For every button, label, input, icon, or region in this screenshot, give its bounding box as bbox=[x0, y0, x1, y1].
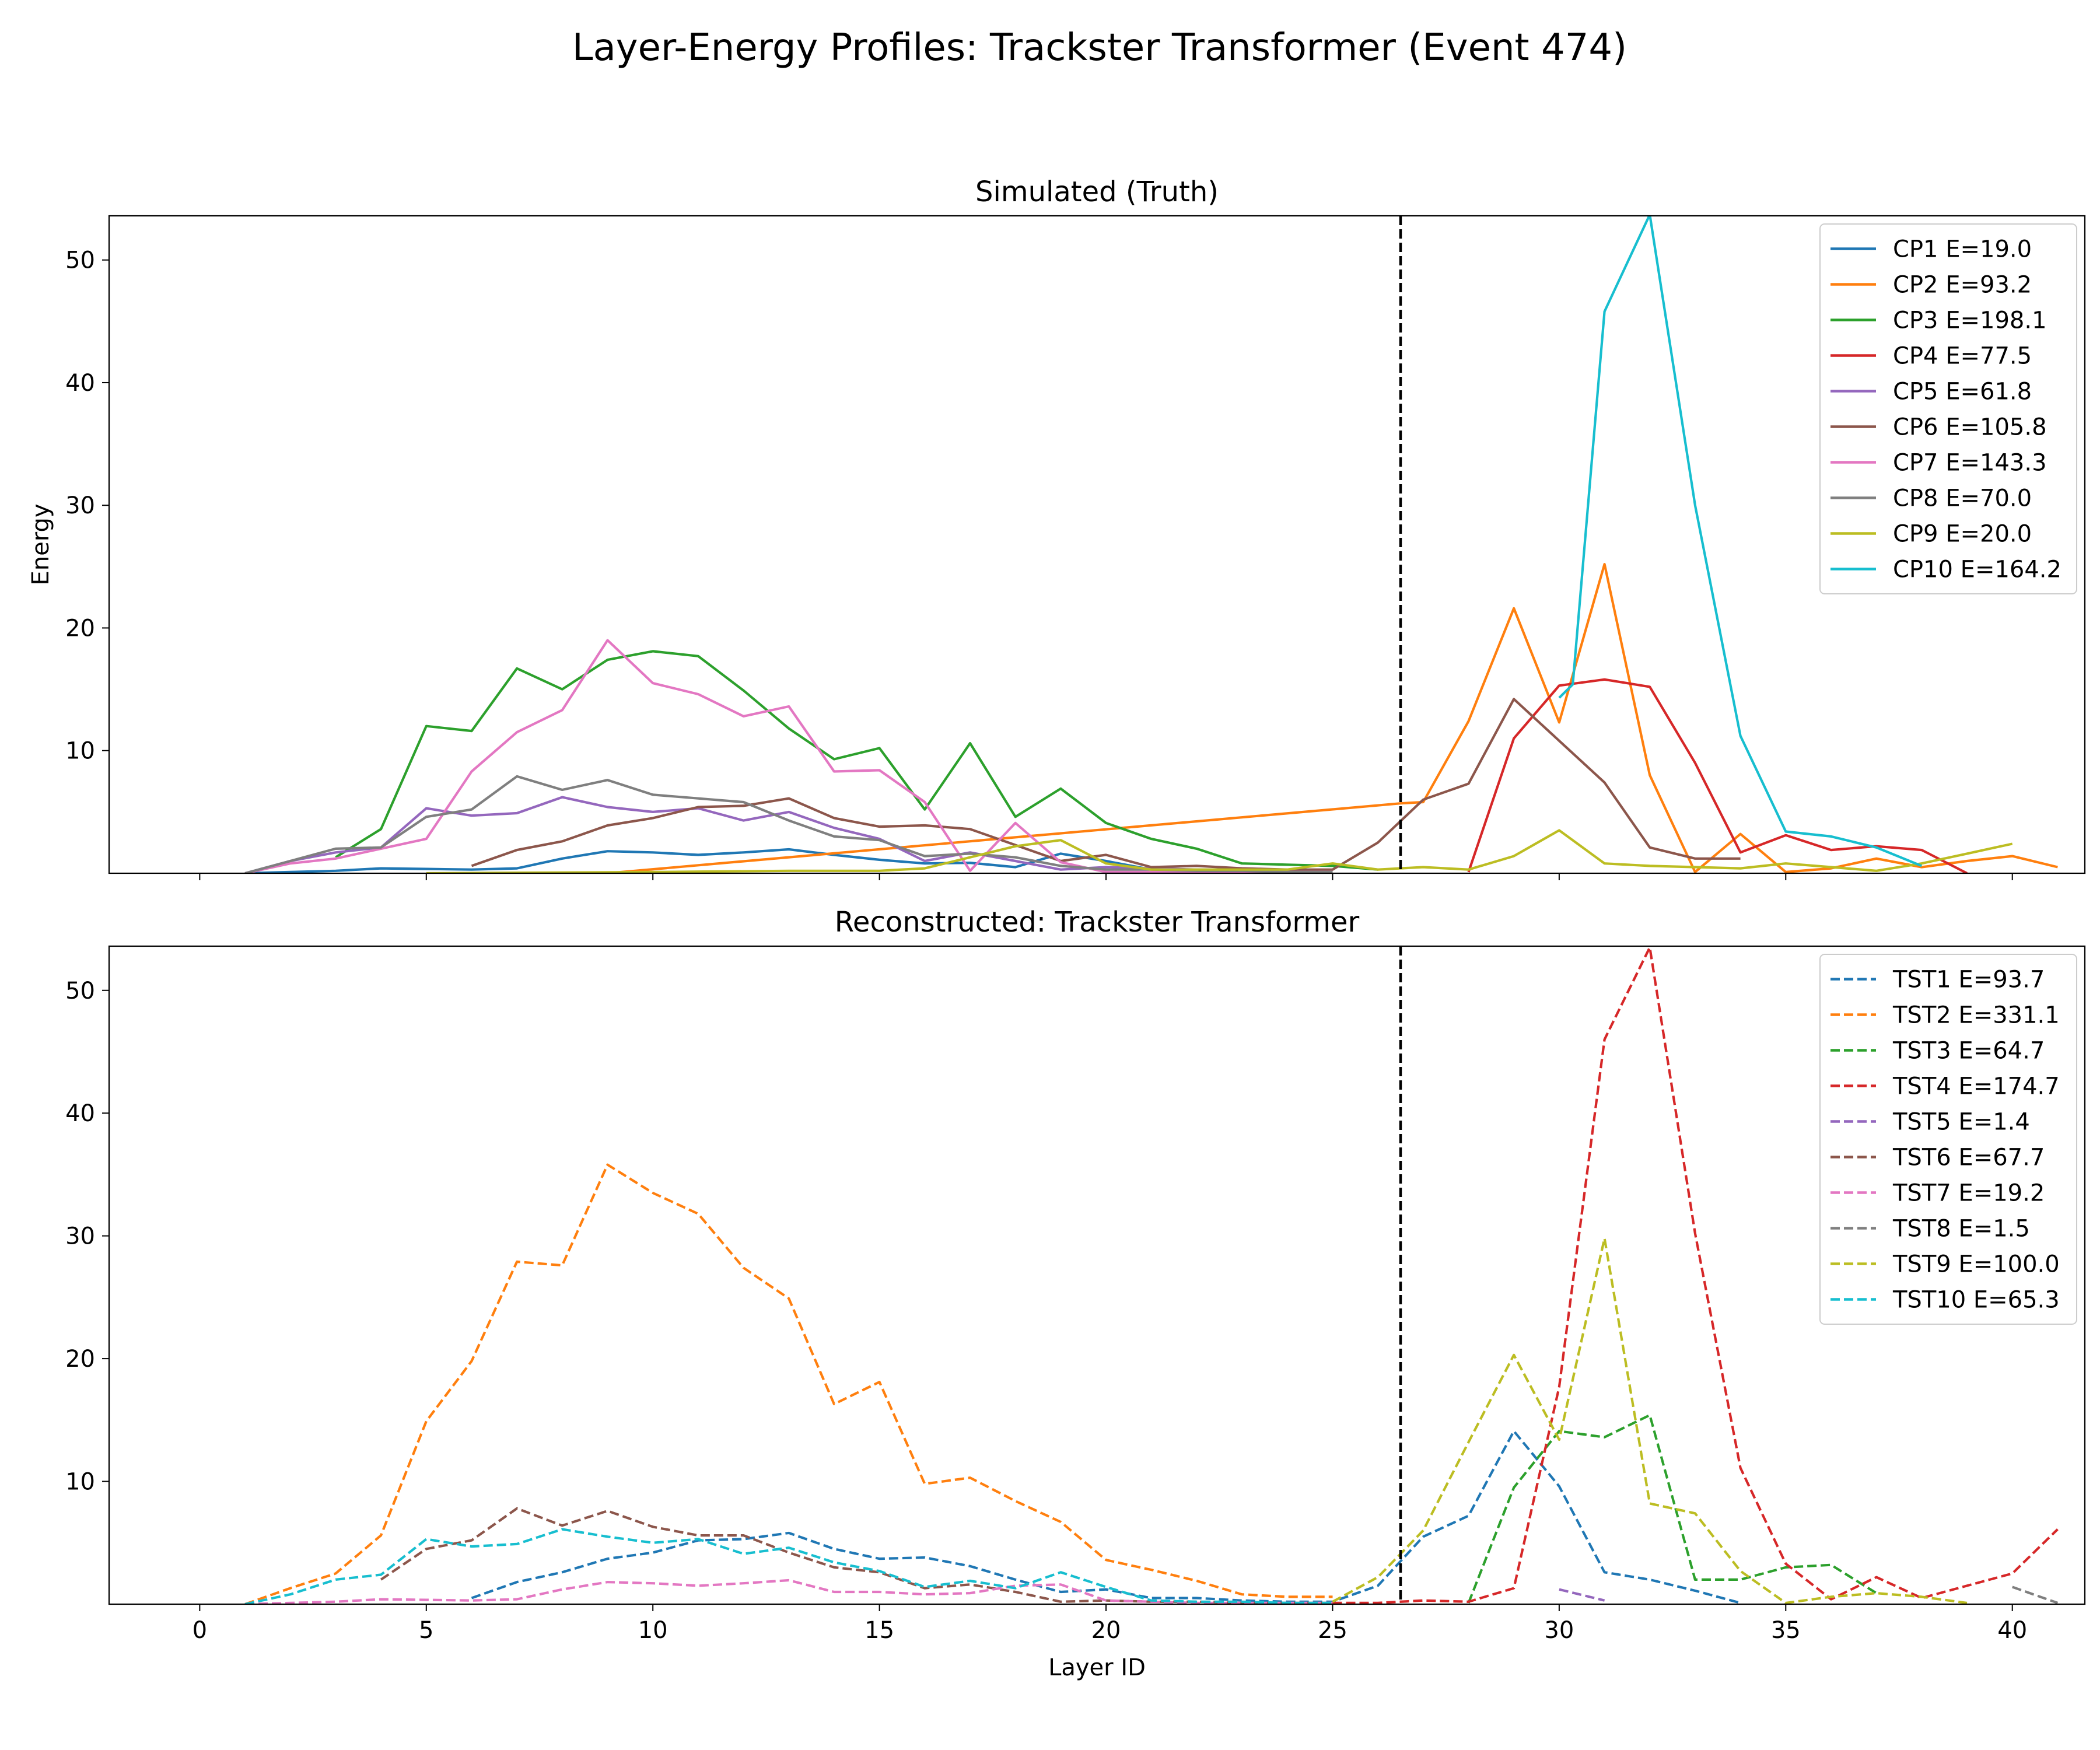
y-tick-label: 50 bbox=[65, 247, 95, 274]
legend-label: TST10 E=65.3 bbox=[1892, 1287, 2060, 1314]
x-tick-label: 40 bbox=[1997, 1617, 2027, 1644]
plot-frame bbox=[108, 945, 2086, 1605]
panel-title: Simulated (Truth) bbox=[975, 176, 1219, 208]
legend-label: TST8 E=1.5 bbox=[1892, 1216, 2030, 1242]
legend-label: TST1 E=93.7 bbox=[1892, 967, 2045, 993]
x-tick-label: 35 bbox=[1771, 1617, 1801, 1644]
x-axis-label: Layer ID bbox=[1048, 1654, 1146, 1681]
x-tick-label: 20 bbox=[1091, 1617, 1121, 1644]
legend-label: TST2 E=331.1 bbox=[1892, 1002, 2060, 1029]
y-tick-label: 10 bbox=[65, 1469, 95, 1496]
legend: CP1 E=19.0 CP2 E=93.2 CP3 E=198.1 CP4 E=77.… bbox=[1819, 223, 2077, 594]
y-axis-label: Energy bbox=[27, 503, 54, 585]
legend-label: CP1 E=19.0 bbox=[1893, 236, 2032, 263]
series-line bbox=[471, 1430, 1741, 1604]
legend-label: CP2 E=93.2 bbox=[1893, 272, 2032, 299]
series-lines bbox=[244, 216, 2058, 873]
y-tick-label: 40 bbox=[65, 370, 95, 397]
legend-label: CP7 E=143.3 bbox=[1893, 450, 2047, 477]
series-line bbox=[471, 698, 1741, 871]
legend: TST1 E=93.7 TST2 E=331.1 TST3 E=64.7 TST4 E… bbox=[1819, 954, 2077, 1325]
series-line bbox=[1467, 1413, 1877, 1604]
legend-label: TST4 E=174.7 bbox=[1892, 1073, 2060, 1100]
legend-label: TST5 E=1.4 bbox=[1892, 1109, 2030, 1136]
legend-label: CP6 E=105.8 bbox=[1893, 414, 2047, 441]
series-line bbox=[1558, 216, 1923, 867]
y-tick-label: 20 bbox=[65, 1346, 95, 1373]
x-tick-label: 0 bbox=[192, 1617, 207, 1644]
series-line bbox=[244, 1528, 1333, 1604]
series-line bbox=[607, 563, 2058, 873]
legend-label: CP10 E=164.2 bbox=[1893, 556, 2062, 583]
x-tick-label: 5 bbox=[419, 1617, 433, 1644]
panel-title: Reconstructed: Trackster Transformer bbox=[835, 906, 1360, 939]
x-tick-label: 30 bbox=[1544, 1617, 1574, 1644]
legend-label: TST9 E=100.0 bbox=[1892, 1251, 2060, 1278]
series-line bbox=[426, 829, 2013, 873]
series-line bbox=[335, 650, 1378, 871]
legend-label: TST7 E=19.2 bbox=[1892, 1180, 2045, 1207]
panel-1: Simulated (Truth) 10 20 30 40 50 Energy CP1 E=1… bbox=[27, 176, 2086, 880]
series-lines bbox=[244, 946, 2059, 1604]
legend-box bbox=[1819, 223, 2077, 594]
x-tick-label: 10 bbox=[638, 1617, 668, 1644]
panel-2: Reconstructed: Trackster Transformer 0 5 10… bbox=[65, 906, 2086, 1681]
series-line bbox=[244, 639, 1333, 873]
series-line bbox=[380, 1507, 1333, 1604]
series-line bbox=[2012, 1586, 2059, 1604]
series-line bbox=[244, 1163, 1333, 1604]
legend-label: CP9 E=20.0 bbox=[1893, 521, 2032, 548]
x-tick-label: 25 bbox=[1318, 1617, 1348, 1644]
legend-box bbox=[1819, 954, 2077, 1325]
y-tick-label: 40 bbox=[65, 1100, 95, 1127]
y-tick-label: 30 bbox=[65, 1223, 95, 1250]
legend-label: CP4 E=77.5 bbox=[1893, 343, 2032, 370]
series-line bbox=[1332, 1237, 1968, 1604]
legend-label: CP3 E=198.1 bbox=[1893, 307, 2047, 334]
series-line bbox=[1559, 1588, 1605, 1602]
legend-label: CP8 E=70.0 bbox=[1893, 485, 2032, 512]
plot-frame bbox=[108, 215, 2086, 874]
legend-label: TST6 E=67.7 bbox=[1892, 1144, 2045, 1171]
legend-label: TST3 E=64.7 bbox=[1892, 1038, 2045, 1065]
y-tick-label: 10 bbox=[65, 738, 95, 765]
y-tick-label: 20 bbox=[65, 615, 95, 642]
legend-label: CP5 E=61.8 bbox=[1893, 379, 2032, 405]
series-line bbox=[1332, 946, 2059, 1604]
y-tick-label: 30 bbox=[65, 492, 95, 519]
series-line bbox=[1467, 678, 1968, 873]
x-tick-label: 15 bbox=[864, 1617, 894, 1644]
y-tick-label: 50 bbox=[65, 978, 95, 1005]
figure-title: Layer-Energy Profiles: Trackster Transfo… bbox=[572, 26, 1627, 69]
